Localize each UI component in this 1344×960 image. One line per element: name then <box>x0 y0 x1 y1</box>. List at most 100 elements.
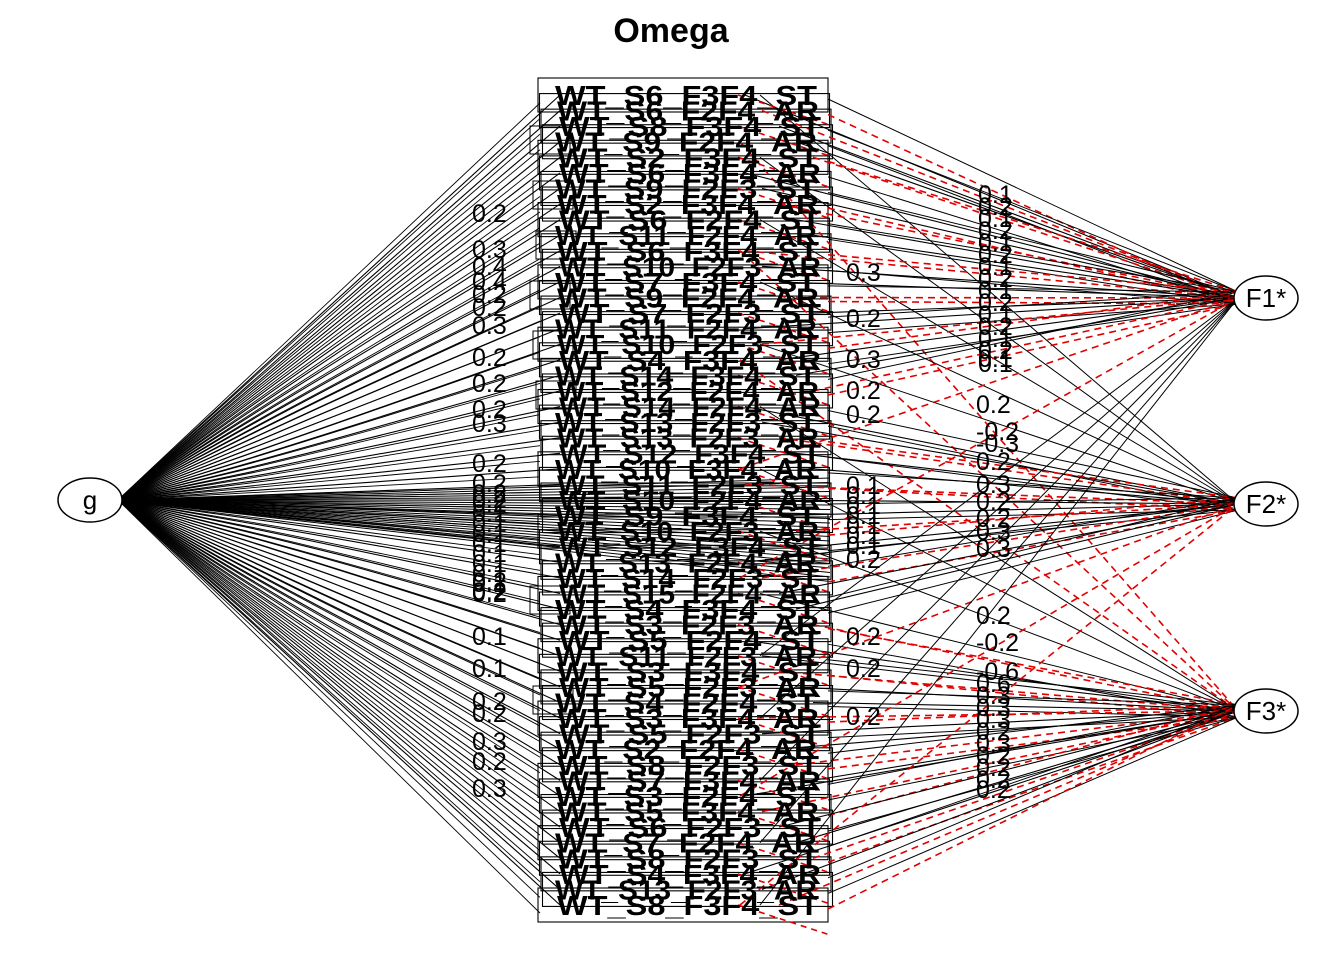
f3-loading-label: 0.3 <box>976 730 1011 758</box>
g-loading-path <box>117 164 541 501</box>
indicator-label: WT_S5_F3F4_AR <box>557 797 819 828</box>
g-loading-label: 0.2 <box>472 370 507 398</box>
factor-loading-path <box>761 710 1239 890</box>
g-loading-path <box>117 149 541 501</box>
factor-loading-path <box>737 218 831 251</box>
g-loading-path <box>117 445 541 501</box>
indicator-box <box>537 388 829 425</box>
factor-loading-path <box>827 291 1239 318</box>
factor-node-f3: F3* <box>1233 688 1299 734</box>
indicator-box <box>541 560 834 596</box>
indicator-box <box>541 809 834 845</box>
factor-loading-path <box>827 285 1239 293</box>
indicator-label: WT_S14_F2F3_ST <box>557 563 819 594</box>
indicator-box <box>538 840 831 876</box>
factor-loading-path <box>737 686 831 718</box>
indicator-box <box>538 342 831 378</box>
indicator-box <box>541 311 834 347</box>
cross-loading-path <box>759 297 1239 719</box>
g-loading-path <box>117 499 831 528</box>
indicator-box-edge <box>532 685 574 715</box>
cross-loading-path <box>759 297 1239 657</box>
indicator-box <box>538 716 831 752</box>
indicator-box <box>538 279 831 316</box>
factor-loading-path <box>737 250 831 282</box>
factor-loading-path <box>778 125 1239 299</box>
g-loading-label: 0.2 <box>472 480 507 508</box>
factor-loading-path <box>744 94 1239 299</box>
g-loading-path <box>117 499 831 515</box>
factor-loading-path <box>827 440 1239 499</box>
factor-loading-path <box>812 468 1239 505</box>
factor-loading-path <box>761 503 1239 579</box>
indicator-box <box>541 622 834 658</box>
indicator-box <box>537 77 829 113</box>
indicator-box <box>538 466 831 502</box>
g-loading-path <box>117 219 561 501</box>
factor-loading-path <box>737 592 831 625</box>
factor-loading-path <box>812 297 1239 314</box>
g-loading-path <box>117 499 561 735</box>
g-loading-path <box>117 437 561 501</box>
g-loading-label: 0.2 <box>472 568 507 596</box>
factor-loading-path <box>827 704 1239 848</box>
f3-loading-label: 0.3 <box>976 682 1011 710</box>
cross-loading-path <box>739 297 1239 470</box>
factor-loading-path <box>737 623 831 656</box>
g-loading-path <box>117 234 561 501</box>
factor-loading-path <box>827 145 1239 305</box>
indicator-label: WT_S6_F2F4_AR <box>557 96 819 127</box>
factor-loading-path <box>795 686 1239 712</box>
g-loading-path <box>117 421 561 501</box>
g-loading-path <box>117 499 831 546</box>
factor-loading-path <box>827 509 1239 614</box>
f1-loading-label: 0.2 <box>978 193 1013 221</box>
factor-loading-path <box>778 710 1239 750</box>
g-loading-path <box>117 499 831 551</box>
cross-loading-path <box>759 297 1239 781</box>
g-loading-path <box>117 172 561 501</box>
g-loading-label: 0.2 <box>472 281 507 309</box>
factor-loading-path <box>795 503 1239 610</box>
g-loading-path <box>117 499 541 883</box>
factor-loading-path <box>737 499 831 531</box>
indicator-box <box>540 731 832 767</box>
factor-loading-path <box>778 503 1239 595</box>
cross-loading-path <box>739 503 1239 688</box>
g-loading-path <box>117 499 561 890</box>
factor-loading-path <box>795 297 1239 376</box>
factor-loading-path <box>827 659 1239 706</box>
indicator-label: WT_S8_F2F3_ST <box>557 843 819 874</box>
g-loading-path <box>117 499 561 781</box>
g-loading-path <box>117 499 561 750</box>
f3-loading-label: 0.2 <box>976 766 1011 794</box>
cross-loading-path <box>759 343 1239 505</box>
factor-label-f2: F2* <box>1246 489 1286 519</box>
indicator-box <box>537 202 829 238</box>
f1-loading-label: 0.2 <box>978 217 1013 245</box>
g-loading-label: 0.2 <box>472 748 507 776</box>
indicator-label: WT_S6_F3F4_AR <box>559 158 821 189</box>
g-loading-path <box>117 499 831 573</box>
g-loading-path <box>117 499 831 524</box>
factor-loading-path <box>795 710 1239 844</box>
f2-loading-label: -0.3 <box>976 430 1019 458</box>
g-loading-path <box>117 460 541 501</box>
indicator-box <box>540 669 832 705</box>
factor-loading-path <box>827 627 1239 706</box>
mid-loading-label: 0.1 <box>846 482 881 510</box>
g-loading-path <box>117 499 831 582</box>
mid-loading-label: 0.3 <box>846 346 881 374</box>
mid-loading-label: 0.2 <box>846 546 881 574</box>
g-loading-label: 0.2 <box>472 294 507 322</box>
indicator-label: WT_S12_F2F4_AR <box>557 376 819 407</box>
factor-loading-path <box>778 710 1239 828</box>
mid-loading-label: 0.3 <box>846 259 881 287</box>
g-loading-path <box>117 499 561 672</box>
factor-loading-path <box>737 343 831 375</box>
factor-loading-path <box>827 487 1239 511</box>
indicator-label: WT_S12_F3F4_ST <box>559 532 821 563</box>
g-loading-label: 0.3 <box>472 410 507 438</box>
g-loading-path <box>117 499 831 519</box>
g-loading-label: 0.2 <box>472 470 507 498</box>
